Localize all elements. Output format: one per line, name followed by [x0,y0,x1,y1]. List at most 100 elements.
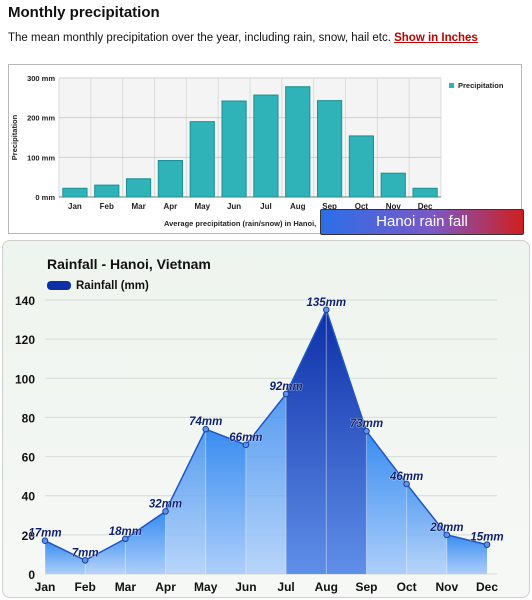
x-tick-label: Mar [115,580,137,594]
x-tick-label: Jan [35,580,56,594]
x-tick-label: Jul [260,202,272,211]
bar [285,86,311,198]
data-point [122,535,129,543]
bar [412,187,438,198]
description-text: The mean monthly precipitation over the … [8,32,391,44]
bar [94,184,120,198]
data-label: 92mm [269,381,302,393]
chart-title: Rainfall - Hanoi, Vietnam [47,256,211,272]
data-point [242,441,250,449]
x-tick-label: Jun [235,580,256,594]
data-label: 66mm [229,432,262,444]
y-tick-label: 140 [15,294,35,308]
bar [62,187,88,198]
data-label: 18mm [109,526,142,538]
data-label: 73mm [350,418,383,430]
y-axis-label: Precipitation [10,114,19,160]
data-label: 74mm [189,416,222,428]
data-point [403,480,410,488]
x-tick-label: Mar [131,202,145,211]
y-tick-label: 100 mm [27,153,55,162]
series-line [44,307,488,562]
data-point [81,557,89,564]
bar [221,100,247,198]
data-label: 20mm [429,522,463,534]
y-tick-label: 20 [22,529,36,543]
area-segment [165,429,206,574]
y-tick-label: 200 mm [27,114,55,123]
bar [189,121,215,198]
x-tick-label: Jun [227,202,241,211]
area-segment [245,393,287,574]
data-label: 15mm [470,532,503,544]
x-tick-label: Feb [100,202,114,211]
precipitation-chart-panel: 0 mm 100 mm 200 mm 300 mm Jan Feb Mar Apr May Jun… [8,64,522,234]
y-tick-label: 60 [22,451,36,465]
area-segment [446,534,487,574]
hanoi-rainfall-banner: Hanoi rain fall [320,209,524,235]
x-axis-label: Average precipitation (rain/snow) in Han… [164,219,316,228]
data-point [363,427,370,435]
area-segment [286,309,327,574]
area-segment [85,538,126,574]
area-segment [125,511,166,574]
x-tick-label: Feb [75,580,96,594]
y-tick-label: 300 mm [27,74,55,83]
y-tick-label: 80 [22,411,36,425]
bar [348,135,375,198]
x-tick-label: Sep [322,202,337,211]
x-tick-label: Apr [164,202,178,211]
legend-swatch [449,83,454,88]
x-tick-label: Sep [355,580,377,594]
data-label: 17mm [28,528,61,540]
bar [316,100,343,198]
x-tick-label: Dec [476,580,498,594]
x-tick-label: May [194,580,218,594]
area-segment [406,483,447,574]
area-segment [205,429,246,574]
bar [157,160,184,198]
data-point [322,306,330,314]
x-tick-label: Nov [386,202,402,211]
x-tick-label: Oct [397,580,417,594]
legend-label: Rainfall (mm) [76,280,149,292]
bar [125,178,152,198]
y-tick-label: 120 [15,333,35,347]
data-label: 135mm [306,297,346,309]
rainfall-area-chart: Rainfall - Hanoi, Vietnam Rainfall (mm) 0 2… [15,256,504,594]
show-in-inches-link[interactable]: Show in Inches [394,32,478,44]
y-tick-label: 0 mm [35,193,55,202]
x-tick-label: Oct [355,202,369,211]
x-tick-label: Nov [435,580,458,594]
x-tick-label: Dec [418,202,433,211]
data-point [443,531,451,539]
area-segment [326,309,367,574]
x-tick-label: Jul [277,580,294,594]
x-tick-label: Aug [290,202,306,211]
data-label: 32mm [149,498,182,510]
x-tick-label: Apr [155,580,176,594]
y-tick-label: 0 [28,568,35,582]
data-point [202,425,210,433]
area-segment [45,540,86,574]
precipitation-bar-chart: 0 mm 100 mm 200 mm 300 mm Jan Feb Mar Apr May Jun… [10,74,504,228]
data-point [282,390,290,398]
page-title: Monthly precipitation [8,4,160,21]
legend-swatch [47,281,71,290]
legend-label: Precipitation [458,81,504,90]
area-segment [366,431,407,574]
y-tick-label: 100 [15,372,35,386]
bar [380,172,406,198]
rainfall-chart-panel: Rainfall - Hanoi, Vietnam Rainfall (mm) 0 2… [2,240,530,598]
page-description: The mean monthly precipitation over the … [8,32,478,44]
x-tick-label: May [194,202,210,211]
data-label: 46mm [389,471,423,483]
bar [253,94,279,198]
data-label: 7mm [72,547,99,559]
data-point [41,537,49,545]
data-point [162,508,169,515]
x-tick-label: Jan [68,202,82,211]
y-tick-label: 40 [22,490,36,504]
x-tick-label: Aug [315,580,338,594]
data-point [483,541,491,548]
